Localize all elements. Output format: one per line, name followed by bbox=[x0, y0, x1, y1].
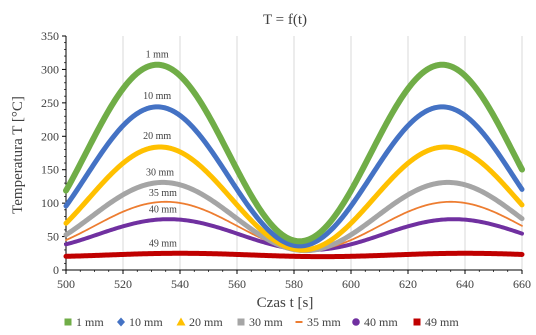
legend: 1 mm 10 mm 20 mm 30 mm 35 mm 40 mm 49 mm bbox=[64, 315, 459, 329]
legend-entry: 40 mm bbox=[352, 315, 398, 329]
legend-marker bbox=[295, 321, 303, 323]
x-tick-label: 600 bbox=[342, 277, 360, 291]
tick-labels: 0 50 100 150 200 250 300 350 500 520 540 560 580 600 6… bbox=[41, 29, 531, 291]
legend-marker bbox=[64, 318, 72, 326]
series-layer bbox=[63, 61, 525, 260]
y-tick-label: 300 bbox=[41, 62, 59, 76]
legend-entry: 49 mm bbox=[413, 315, 459, 329]
legend-entry: 35 mm bbox=[295, 315, 341, 329]
series-line-1-mm bbox=[63, 61, 525, 245]
legend-label: 20 mm bbox=[189, 315, 223, 329]
y-tick-label: 200 bbox=[41, 129, 59, 143]
x-tick-label: 640 bbox=[456, 277, 474, 291]
legend-marker bbox=[117, 317, 125, 327]
legend-label: 49 mm bbox=[425, 315, 459, 329]
legend-marker bbox=[352, 318, 360, 326]
x-axis-label: Czas t [s] bbox=[257, 295, 314, 311]
x-tick-label: 580 bbox=[285, 277, 303, 291]
y-tick-label: 250 bbox=[41, 96, 59, 110]
y-tick-label: 50 bbox=[47, 230, 59, 244]
y-tick-label: 0 bbox=[53, 263, 59, 277]
series-labels: 1 mm 10 mm 20 mm 30 mm 35 mm 40 mm 49 mm bbox=[143, 49, 177, 249]
x-tick-label: 520 bbox=[114, 277, 132, 291]
legend-label: 40 mm bbox=[364, 315, 398, 329]
series-label: 40 mm bbox=[149, 205, 177, 216]
legend-entry: 20 mm bbox=[176, 315, 223, 329]
series-line-10-mm bbox=[63, 104, 525, 249]
series-line-49-mm bbox=[63, 250, 525, 260]
legend-marker bbox=[176, 317, 186, 326]
legend-label: 10 mm bbox=[129, 315, 163, 329]
series-label: 10 mm bbox=[143, 91, 171, 102]
y-tick-label: 100 bbox=[41, 196, 59, 210]
legend-label: 1 mm bbox=[76, 315, 104, 329]
series-label: 49 mm bbox=[149, 239, 177, 250]
y-tick-label: 350 bbox=[41, 29, 59, 43]
series-label: 1 mm bbox=[146, 49, 169, 60]
y-tick-label: 150 bbox=[41, 163, 59, 177]
series-line-20-mm bbox=[63, 144, 525, 253]
x-tick-label: 560 bbox=[228, 277, 246, 291]
legend-label: 35 mm bbox=[307, 315, 341, 329]
series-label: 35 mm bbox=[149, 188, 177, 199]
series-label: 20 mm bbox=[143, 131, 171, 142]
series-label: 30 mm bbox=[146, 168, 174, 179]
legend-label: 30 mm bbox=[249, 315, 283, 329]
chart-title: T = f(t) bbox=[263, 12, 307, 28]
x-tick-label: 620 bbox=[399, 277, 417, 291]
legend-entry: 10 mm bbox=[117, 315, 163, 329]
x-tick-label: 660 bbox=[513, 277, 531, 291]
legend-entry: 1 mm bbox=[64, 315, 104, 329]
legend-marker bbox=[413, 318, 421, 326]
legend-marker bbox=[237, 318, 245, 326]
legend-entry: 30 mm bbox=[237, 315, 283, 329]
y-axis-label: Temperatura T [°C] bbox=[10, 96, 26, 214]
x-tick-label: 540 bbox=[171, 277, 189, 291]
x-tick-label: 500 bbox=[57, 277, 75, 291]
